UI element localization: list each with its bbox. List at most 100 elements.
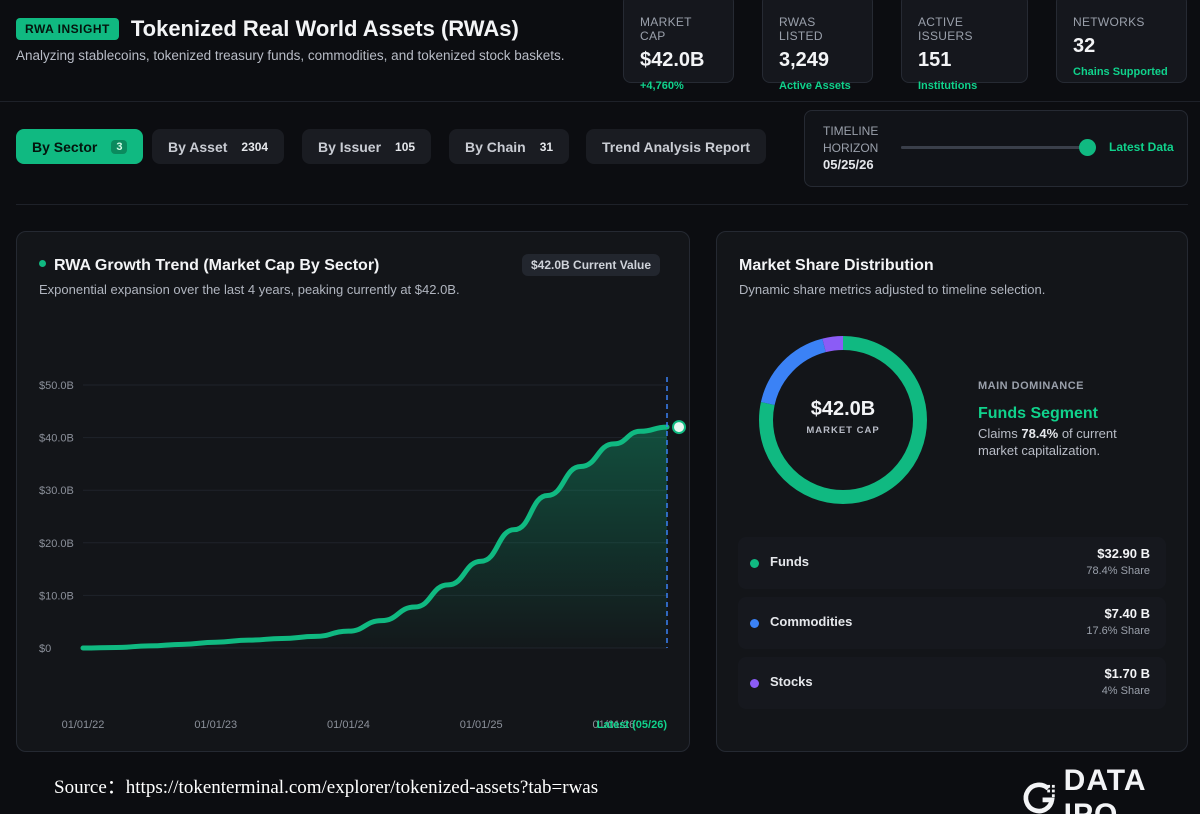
- dominance-label: MAIN DOMINANCE: [978, 380, 1084, 392]
- tab-label: By Issuer: [318, 138, 382, 155]
- area-fill: [83, 427, 667, 648]
- share-name: Stocks: [770, 674, 813, 689]
- timeline-horizon: TIMELINE HORIZON 05/25/26 Latest Data: [804, 110, 1188, 187]
- stat-card-market-cap: MARKET CAP $42.0B +4,760%: [623, 0, 734, 92]
- y-tick-label: $0: [39, 643, 51, 655]
- share-amount: $1.70 B: [1104, 666, 1150, 681]
- share-panel-description: Dynamic share metrics adjusted to timeli…: [739, 282, 1046, 297]
- stat-label: ACTIVE ISSUERS: [918, 15, 973, 43]
- dominance-segment: Funds Segment: [978, 405, 1099, 422]
- share-percent: 78.4% Share: [1086, 565, 1150, 577]
- tab-count: 2304: [241, 139, 269, 154]
- growth-area-chart: $0 $10.0B $20.0B $30.0B $40.0B $50.0B 01/01/22…: [39, 377, 686, 731]
- share-amount: $32.90 B: [1097, 546, 1150, 561]
- funds-dot-icon: [750, 559, 759, 568]
- share-percent: 17.6% Share: [1086, 625, 1150, 637]
- y-tick-label: $50.0B: [39, 380, 74, 392]
- series-line: [80, 424, 670, 651]
- stat-card-rwas-listed: RWAS LISTED 3,249 Active Assets: [762, 0, 873, 92]
- growth-trend-panel: RWA Growth Trend (Market Cap By Sector) …: [16, 231, 690, 752]
- timeline-label: TIMELINE HORIZON: [823, 124, 879, 155]
- donut-center: $42.0B MARKET CAP: [755, 398, 931, 436]
- timeline-slider-fill: [901, 146, 1087, 149]
- timeline-slider-thumb[interactable]: [1079, 139, 1096, 156]
- stat-label: RWAS LISTED: [779, 15, 823, 43]
- tab-label: By Asset: [168, 138, 228, 155]
- x-tick-latest-label: Latest (05/26): [597, 719, 668, 731]
- share-row-funds[interactable]: Funds $32.90 B 78.4% Share: [738, 537, 1166, 589]
- stat-value: 151: [918, 49, 952, 71]
- stat-card-networks: NETWORKS 32 Chains Supported: [1056, 0, 1187, 83]
- donut-value: $42.0B: [810, 398, 876, 420]
- timeline-date: 05/25/26: [823, 157, 874, 172]
- share-row-stocks[interactable]: Stocks $1.70 B 4% Share: [738, 657, 1166, 709]
- stat-sub: Active Assets: [779, 80, 851, 92]
- stat-card-active-issuers: ACTIVE ISSUERS 151 Institutions: [901, 0, 1028, 92]
- stat-sub: Institutions: [918, 80, 978, 92]
- timeline-slider-track[interactable]: [901, 139, 1096, 156]
- stat-label: NETWORKS: [1073, 15, 1145, 29]
- source-caption: Source：https://tokenterminal.com/explore…: [54, 777, 599, 798]
- tab-label: By Chain: [465, 138, 526, 155]
- brand-text: DATA IPO: [1063, 764, 1146, 814]
- brand-logo: DATA IPO: [1022, 764, 1200, 814]
- share-name: Commodities: [770, 614, 853, 629]
- tab-count: 3: [111, 139, 128, 154]
- dominance-prefix: Claims: [978, 426, 1022, 441]
- share-row-commodities[interactable]: Commodities $7.40 B 17.6% Share: [738, 597, 1166, 649]
- tab-by-issuer[interactable]: By Issuer 105: [302, 129, 432, 164]
- donut-chart: [759, 336, 927, 504]
- data-ipo-logo-icon: [1023, 782, 1055, 814]
- y-tick-label: $10.0B: [39, 590, 74, 602]
- y-tick-label: $30.0B: [39, 485, 74, 497]
- tab-by-sector[interactable]: By Sector 3: [16, 129, 144, 164]
- insight-badge: RWA INSIGHT: [16, 18, 119, 40]
- title-row: RWA INSIGHT Tokenized Real World Assets …: [16, 16, 519, 42]
- stat-sub: +4,760%: [640, 80, 684, 92]
- growth-panel-title: RWA Growth Trend (Market Cap By Sector): [39, 257, 379, 275]
- dominance-suffix: of current market capitalization.: [978, 426, 1117, 458]
- share-name: Funds: [770, 554, 809, 569]
- share-percent: 4% Share: [1101, 685, 1150, 697]
- section-divider: [16, 204, 1188, 205]
- tab-trend-analysis-report[interactable]: Trend Analysis Report: [586, 129, 767, 164]
- stat-value: 32: [1073, 35, 1096, 57]
- page-subtitle: Analyzing stablecoins, tokenized treasur…: [16, 48, 565, 63]
- tab-count: 105: [395, 139, 416, 154]
- market-share-panel: Market Share Distribution Dynamic share …: [716, 231, 1188, 752]
- growth-title-text: RWA Growth Trend (Market Cap By Sector): [54, 257, 380, 274]
- commodities-dot-icon: [750, 619, 759, 628]
- share-panel-title: Market Share Distribution: [739, 257, 934, 274]
- stat-label: MARKET CAP: [640, 15, 692, 43]
- page-title: Tokenized Real World Assets (RWAs): [130, 16, 519, 41]
- donut-segment-stocks: [759, 336, 927, 504]
- main-dominance: MAIN DOMINANCE Funds Segment Claims 78.4…: [978, 380, 1158, 459]
- current-value-pill: $42.0B Current Value: [522, 254, 661, 276]
- dominance-text: Claims 78.4% of current market capitaliz…: [978, 425, 1158, 459]
- x-tick-label: 01/01/24: [327, 719, 370, 731]
- dominance-pct: 78.4%: [1021, 426, 1059, 441]
- market-share-donut: $42.0B MARKET CAP: [755, 332, 931, 508]
- share-amount: $7.40 B: [1104, 606, 1150, 621]
- tab-by-asset[interactable]: By Asset 2304: [152, 129, 285, 164]
- x-tick-label: 01/01/22: [62, 719, 105, 731]
- latest-point: [672, 420, 686, 435]
- live-dot-icon: [39, 260, 46, 268]
- x-tick-label: 01/01/26: [592, 719, 635, 731]
- donut-caption: MARKET CAP: [806, 425, 880, 436]
- share-list: Funds $32.90 B 78.4% Share Commodities $…: [738, 537, 1166, 717]
- tab-label: By Sector: [32, 138, 98, 155]
- y-tick-label: $20.0B: [39, 538, 74, 550]
- growth-panel-description: Exponential expansion over the last 4 ye…: [39, 282, 460, 297]
- tab-label: Trend Analysis Report: [602, 138, 751, 155]
- page-header: RWA INSIGHT Tokenized Real World Assets …: [0, 0, 1200, 102]
- x-tick-label: 01/01/25: [460, 719, 503, 731]
- stat-value: $42.0B: [640, 49, 705, 71]
- tab-count: 31: [539, 139, 554, 154]
- y-tick-label: $40.0B: [39, 433, 74, 445]
- stocks-dot-icon: [750, 679, 759, 688]
- x-tick-label: 01/01/23: [194, 719, 237, 731]
- latest-data-label: Latest Data: [1109, 140, 1174, 154]
- stat-sub: Chains Supported: [1073, 66, 1168, 78]
- tab-by-chain[interactable]: By Chain 31: [449, 129, 570, 164]
